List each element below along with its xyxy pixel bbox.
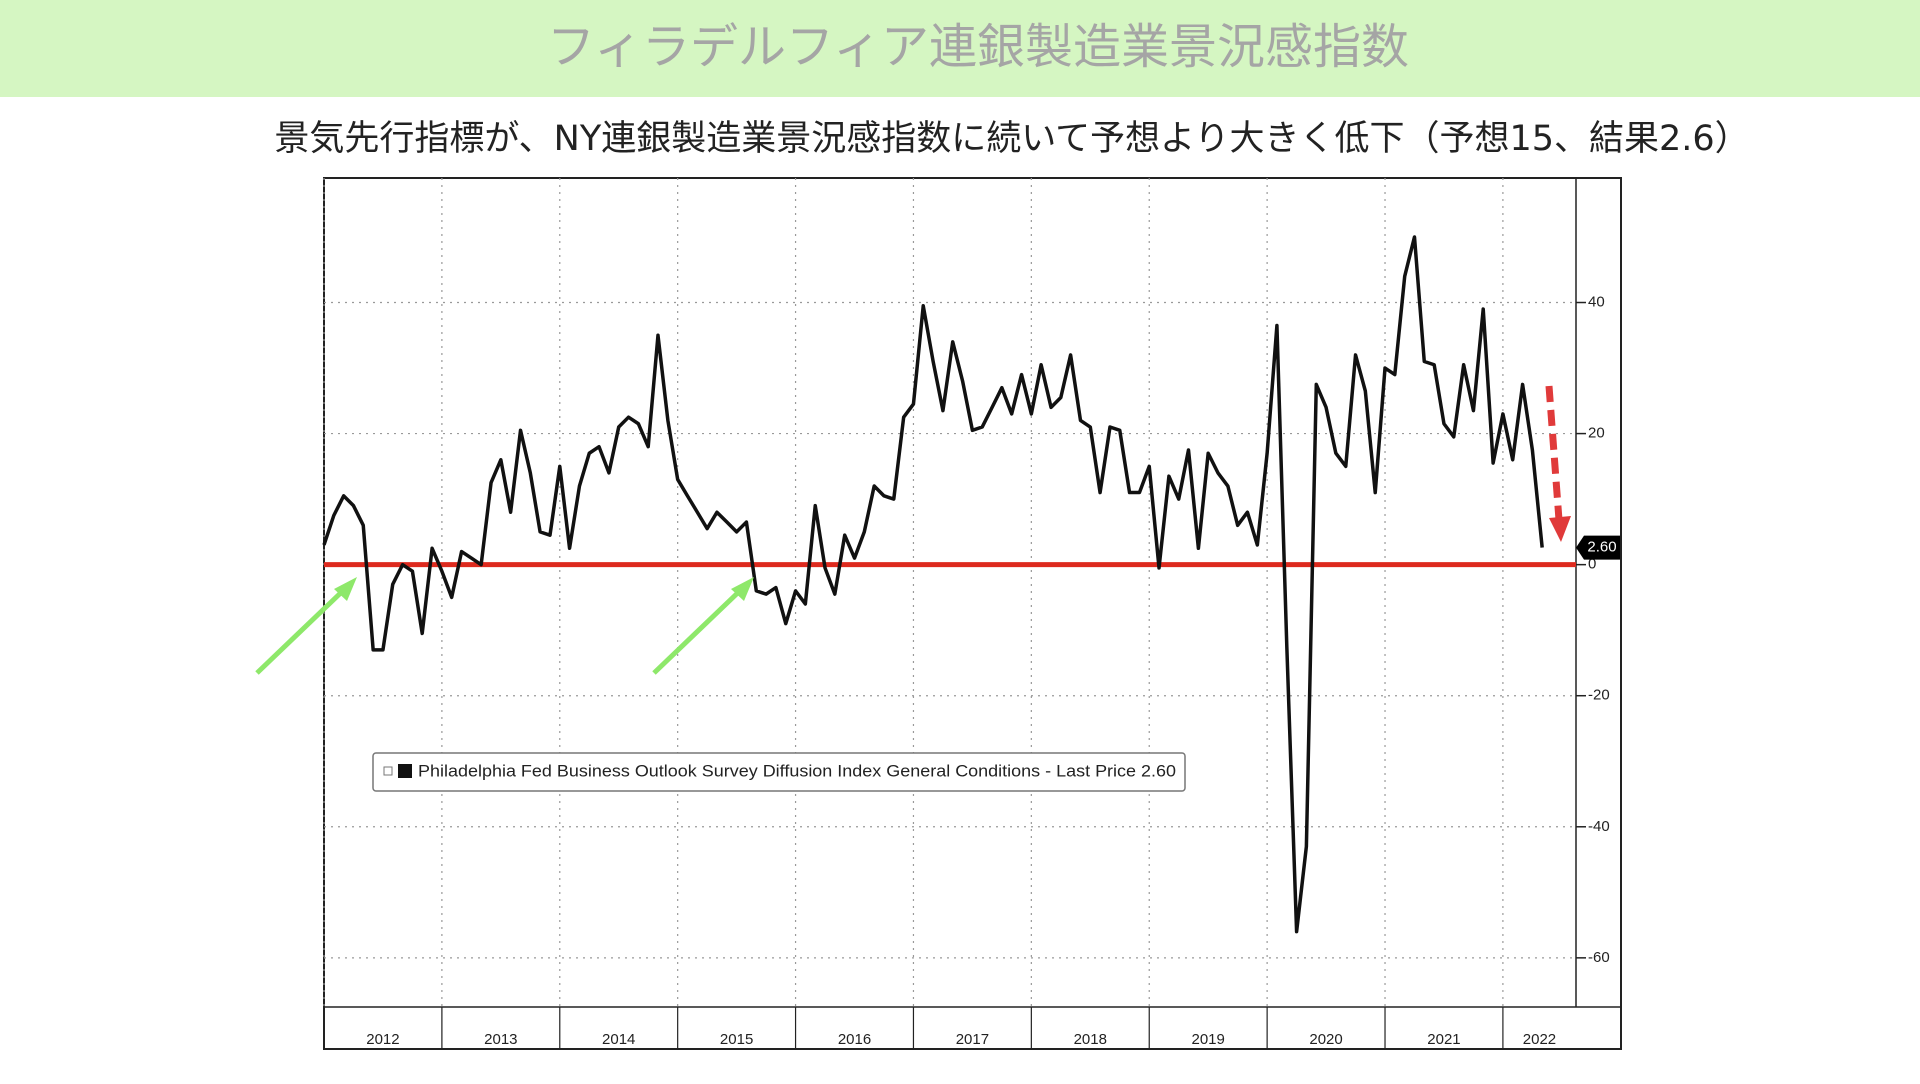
last-price-tag [1576,535,1620,560]
x-tick-label: 2021 [1427,1031,1460,1048]
y-tick-label: 0 [1588,556,1596,573]
data-line [322,235,1544,934]
x-tick-label: 2014 [602,1031,635,1048]
x-tick-label: 2016 [838,1031,871,1048]
legend-box [372,752,1186,792]
y-tick-label: -20 [1588,687,1610,704]
last-price-label: 2.60 [1587,539,1616,556]
arrow [255,582,352,675]
chart: -60 -40 -20 0 20 40 2012 2013 2014 2015 2016 2017 20… [322,178,1621,1049]
x-tick-label: 2018 [1074,1031,1107,1048]
legend-label: Philadelphia Fed Business Outlook Survey… [418,761,1176,780]
slide-title: フィラデルフィア連銀製造業景況感指数 [547,19,1409,75]
y-tick-label: 20 [1588,425,1605,442]
x-tick-label: 2020 [1309,1031,1342,1048]
x-tick-label: 2015 [720,1031,753,1048]
x-tick-label: 2012 [366,1031,399,1048]
x-tick-label: 2022 [1523,1031,1556,1048]
legend-swatch [398,764,412,778]
arrow-head [731,577,754,601]
header-band [0,0,1920,97]
y-tick-label: 40 [1588,293,1605,310]
arrow-head [334,577,357,601]
down-arrow-head [1549,516,1571,542]
chart-frame [323,177,1622,1050]
y-tick-label: -60 [1588,949,1610,966]
slide-subtitle: 景気先行指標が、NY連銀製造業景況感指数に続いて予想より大きく低下（予想15、結… [274,119,1749,159]
x-tick-label: 2017 [956,1031,989,1048]
y-tick-label: -40 [1588,818,1610,835]
arrow [652,582,749,675]
down-arrow [1545,385,1563,521]
legend-toggle [383,766,393,776]
x-tick-label: 2013 [484,1031,517,1048]
x-tick-label: 2019 [1191,1031,1224,1048]
